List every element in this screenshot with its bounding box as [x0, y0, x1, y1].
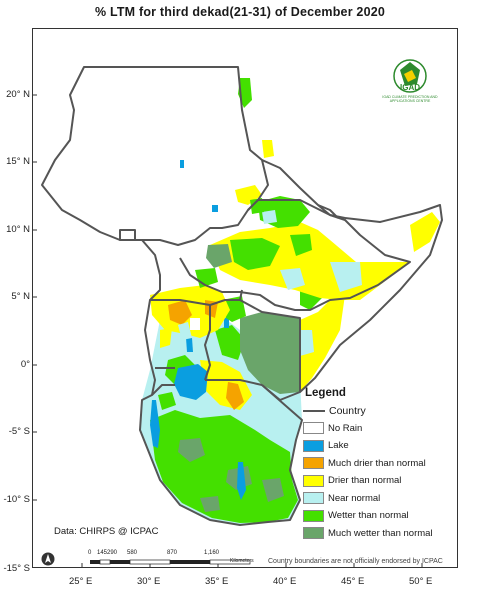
legend-item-much-drier: Much drier than normal [303, 455, 453, 473]
legend-item-near-normal: Near normal [303, 490, 453, 508]
legend-swatch [303, 457, 324, 470]
data-source-label: Data: CHIRPS @ ICPAC [54, 526, 159, 537]
igad-logo: IGAD IGAD CLIMATE PREDICTION AND APPLICA… [382, 53, 438, 115]
scale-label-0: 0 [88, 550, 92, 556]
x-tick-label: 25° E [69, 576, 93, 587]
scale-unit: Kilometers [230, 558, 254, 564]
legend-label: Much wetter than normal [328, 527, 433, 539]
x-tick-label: 35° E [205, 576, 229, 587]
legend-swatch [303, 422, 324, 435]
logo-name: IGAD [400, 83, 420, 92]
logo-subtitle: IGAD CLIMATE PREDICTION AND APPLICATIONS… [382, 95, 438, 103]
legend-label: Wetter than normal [328, 510, 409, 522]
y-tick-label: -15° S [3, 563, 30, 574]
lake-victoria [174, 364, 208, 400]
legend-label: Near normal [328, 492, 381, 504]
legend-item-drier: Drier than normal [303, 472, 453, 490]
scale-label-580: 580 [127, 550, 138, 556]
scale-bar-graphic [90, 559, 251, 565]
y-tick-label: -10° S [3, 494, 30, 505]
frame-ticks [32, 94, 423, 568]
legend-item-much-wetter: Much wetter than normal [303, 525, 453, 543]
y-tick-label: -5° S [8, 426, 30, 437]
legend-title: Legend [305, 387, 346, 399]
legend-swatch [303, 509, 324, 522]
y-tick-label: 5° N [11, 291, 30, 302]
legend-item-lake: Lake [303, 437, 453, 455]
disclaimer-text: Country boundaries are not officially en… [268, 558, 443, 565]
y-tick-label: 20° N [6, 89, 30, 100]
legend-item-wetter: Wetter than normal [303, 507, 453, 525]
legend-label: Much drier than normal [328, 457, 426, 469]
scale-bar: 0 145 290 580 870 1,160 Kilometers [86, 550, 261, 568]
scale-label-290: 290 [107, 550, 118, 556]
lake-tanganyika [150, 400, 160, 448]
x-tick-label: 50° E [409, 576, 433, 587]
legend-label: Lake [328, 440, 349, 452]
map-legend: Legend Country No Rain Lake Much drier t… [303, 387, 453, 542]
region-south-wetter [150, 410, 298, 523]
legend-item-no-rain: No Rain [303, 420, 453, 438]
igad-logo-graphic [393, 59, 427, 93]
legend-swatch [303, 492, 324, 505]
country-borders [41, 66, 443, 526]
region-kenya-much-wetter [240, 312, 300, 394]
legend-swatch [303, 474, 324, 487]
lake-malawi [237, 462, 246, 500]
x-tick-label: 30° E [137, 576, 161, 587]
legend-label: Country [329, 404, 366, 417]
x-tick-label: 40° E [273, 576, 297, 587]
legend-swatch [303, 439, 324, 452]
map-title: % LTM for third dekad(21-31) of December… [94, 5, 386, 19]
legend-label: No Rain [328, 422, 363, 434]
y-tick-label: 15° N [6, 156, 30, 167]
legend-label: Drier than normal [328, 475, 402, 487]
scale-label-1160: 1,160 [204, 550, 220, 556]
north-arrow-icon [41, 552, 55, 566]
legend-line-swatch [303, 409, 325, 412]
y-tick-label: 10° N [6, 224, 30, 235]
scale-label-870: 870 [167, 550, 178, 556]
legend-swatch [303, 527, 324, 540]
y-tick-label: 0° [20, 359, 30, 370]
legend-item-country: Country [303, 402, 453, 420]
x-tick-label: 45° E [341, 576, 365, 587]
scale-label-145: 145 [97, 550, 108, 556]
